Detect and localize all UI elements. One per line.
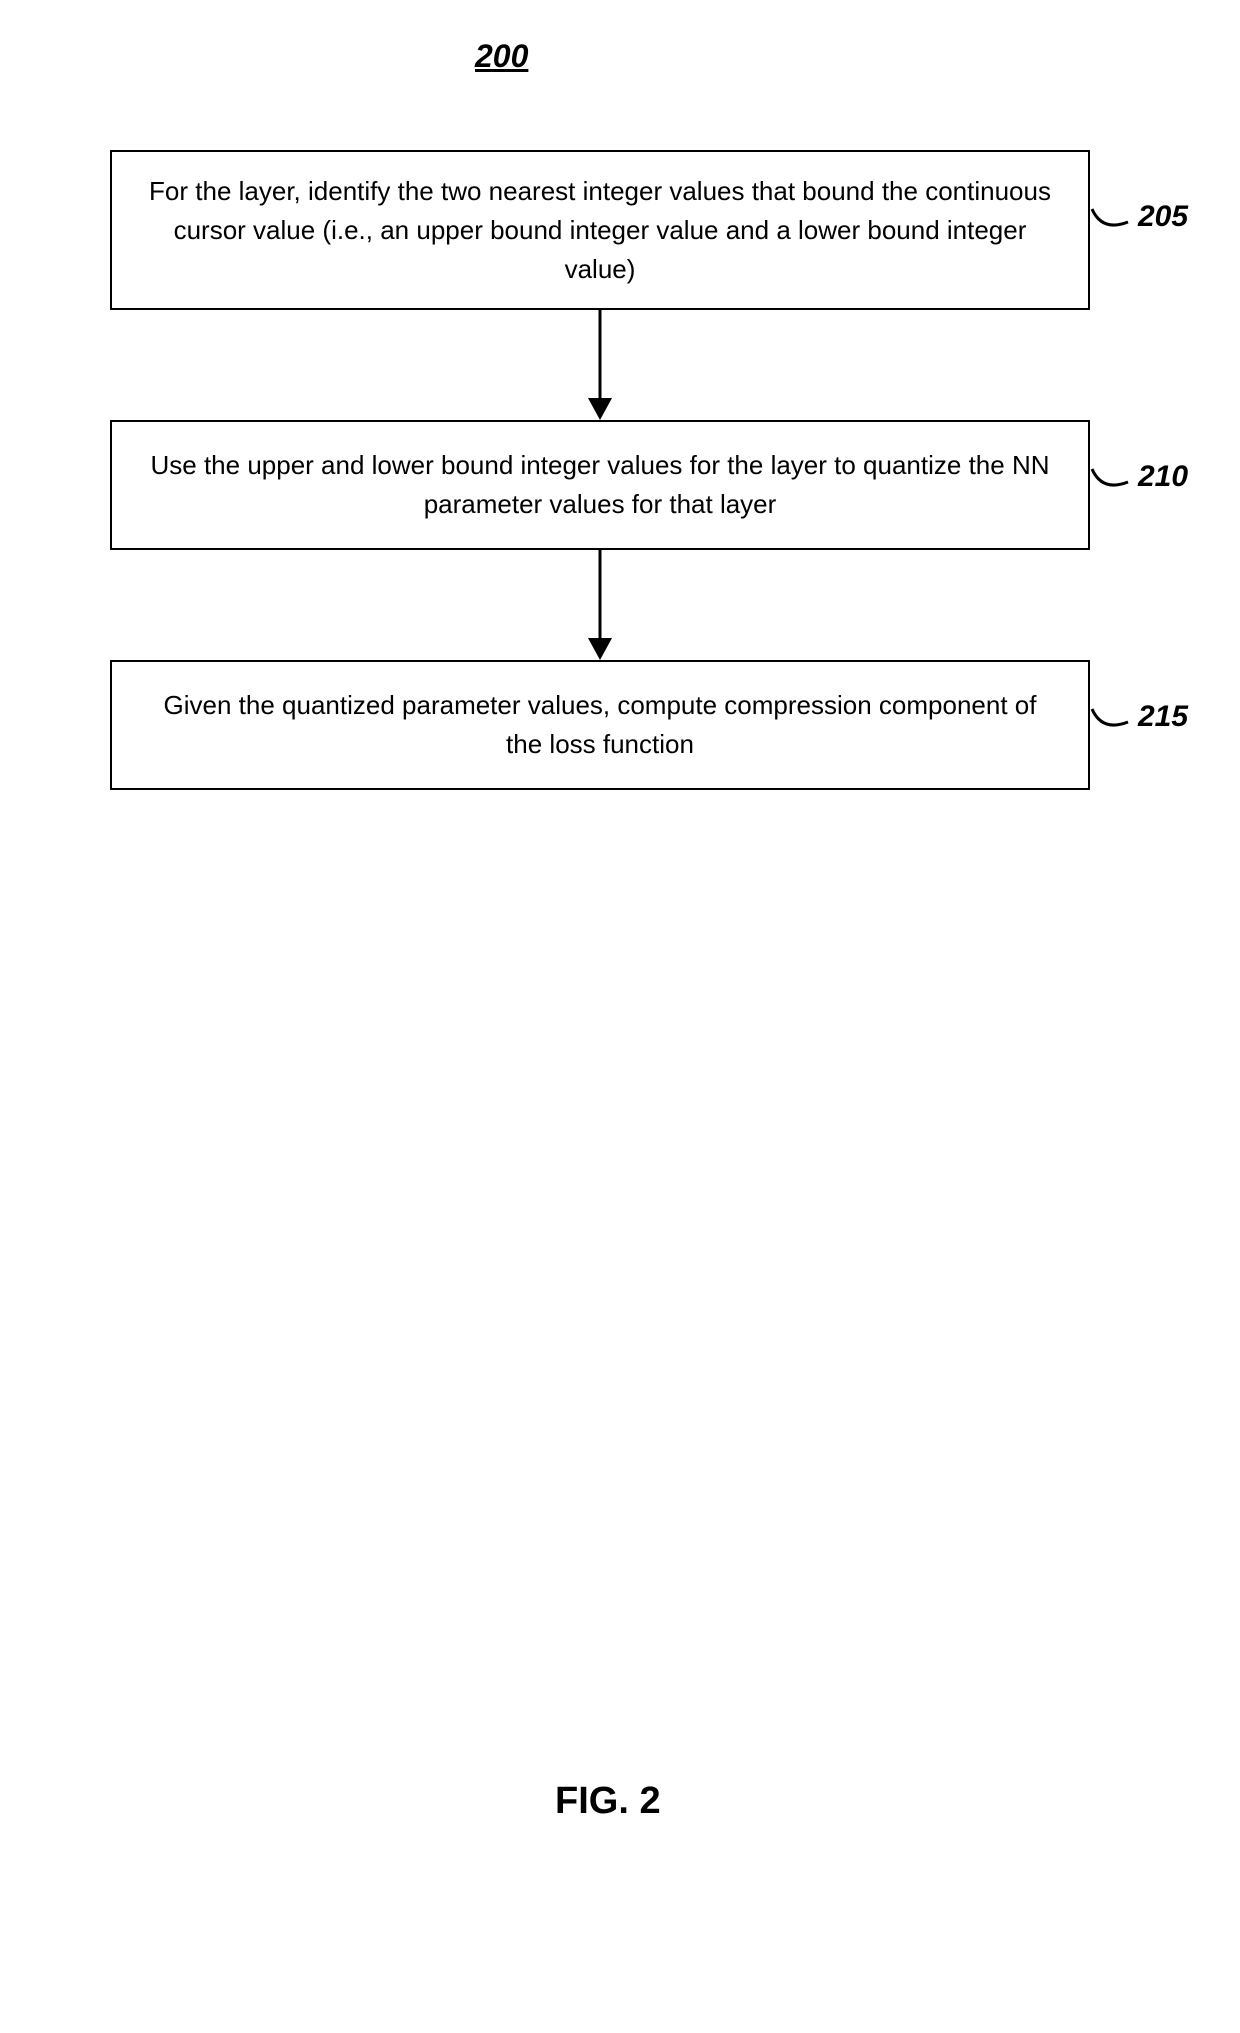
- step-text: Given the quantized parameter values, co…: [142, 686, 1058, 764]
- flowchart-step: For the layer, identify the two nearest …: [110, 150, 1090, 310]
- flowchart-step: Use the upper and lower bound integer va…: [110, 420, 1090, 550]
- label-connector: [1090, 204, 1135, 244]
- flowchart-arrow: [110, 550, 1090, 660]
- step-label: 215: [1138, 700, 1188, 734]
- flowchart-arrow: [110, 310, 1090, 420]
- step-text: Use the upper and lower bound integer va…: [142, 446, 1058, 524]
- step-label-container: 210: [1090, 452, 1240, 512]
- label-connector: [1090, 704, 1135, 744]
- flowchart-step: Given the quantized parameter values, co…: [110, 660, 1090, 790]
- step-label-container: 205: [1090, 192, 1240, 252]
- step-label: 205: [1138, 200, 1188, 234]
- step-text: For the layer, identify the two nearest …: [142, 172, 1058, 289]
- figure-caption: FIG. 2: [555, 1780, 661, 1823]
- label-connector: [1090, 464, 1135, 504]
- step-label: 210: [1138, 460, 1188, 494]
- step-label-container: 215: [1090, 692, 1240, 752]
- figure-number: 200: [475, 38, 528, 75]
- flowchart: For the layer, identify the two nearest …: [110, 150, 1090, 790]
